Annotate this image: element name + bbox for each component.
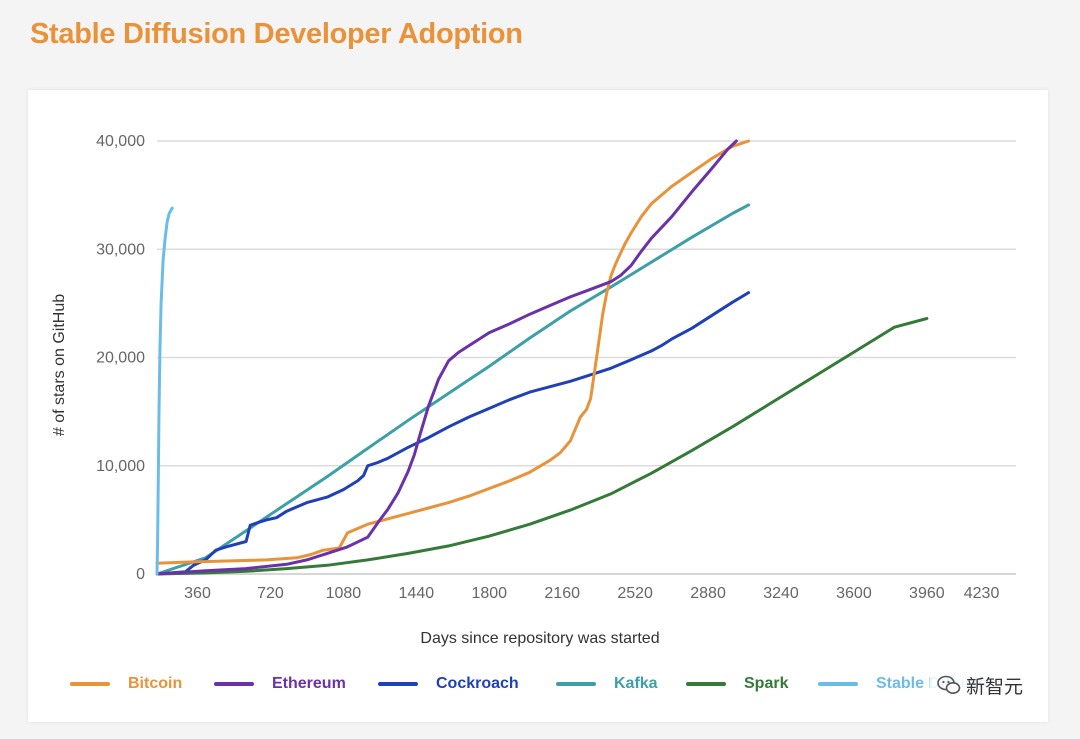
x-axis-label: Days since repository was started [420, 630, 659, 647]
series-line-cockroach [155, 291, 751, 576]
legend-swatch [818, 682, 858, 686]
legend-label: Cockroach [436, 675, 519, 692]
x-tick-label: 1440 [399, 585, 435, 602]
legend-swatch [556, 682, 596, 686]
legend-swatch [378, 682, 418, 686]
y-tick-label: 40,000 [96, 133, 145, 150]
watermark-text: 新智元 [966, 675, 1024, 698]
legend: Bitcoin Ethereum Cockroach Kafka Spark S… [28, 672, 1048, 698]
wechat-icon [937, 675, 961, 694]
x-tick-label: 1080 [326, 585, 362, 602]
x-tick-label: 1800 [471, 585, 507, 602]
x-tick-label: 360 [184, 585, 211, 602]
legend-label: Kafka [614, 675, 658, 692]
x-tick-label: 2520 [617, 585, 653, 602]
x-tick-label: 3600 [836, 585, 872, 602]
x-axis-ticks: 360 720 1080 1440 1800 2160 2520 2880 3240 3600 39… [184, 585, 999, 602]
y-axis-label: # of stars on GitHub [51, 294, 68, 436]
legend-item-cockroach[interactable]: Cockroach [378, 672, 519, 696]
y-axis-ticks: 0 10,000 20,000 30,000 40,000 [96, 133, 145, 583]
x-tick-label: 4230 [964, 585, 1000, 602]
watermark: 新智元 [930, 668, 1030, 702]
legend-item-bitcoin[interactable]: Bitcoin [70, 672, 182, 696]
x-tick-label: 2160 [544, 585, 580, 602]
legend-swatch [214, 682, 254, 686]
gridlines [157, 140, 1016, 575]
series-lines [155, 139, 929, 576]
legend-item-kafka[interactable]: Kafka [556, 672, 658, 696]
legend-label: Bitcoin [128, 675, 183, 692]
x-tick-label: 720 [257, 585, 284, 602]
chart-card [28, 90, 1048, 722]
y-tick-label: 10,000 [96, 458, 145, 475]
chart-title: Stable Diffusion Developer Adoption [30, 18, 523, 50]
legend-item-spark[interactable]: Spark [686, 672, 788, 696]
series-line-kafka [155, 203, 751, 576]
y-tick-label: 30,000 [96, 241, 145, 258]
x-tick-label: 3960 [909, 585, 945, 602]
legend-swatch [70, 682, 110, 686]
legend-label: Spark [744, 675, 789, 692]
legend-label: Ethereum [272, 675, 346, 692]
series-line-spark [155, 317, 929, 576]
x-tick-label: 2880 [690, 585, 726, 602]
legend-swatch [686, 682, 726, 686]
series-line-stable-diffusion [155, 206, 174, 576]
x-tick-label: 3240 [763, 585, 799, 602]
series-line-ethereum [155, 139, 738, 576]
series-line-bitcoin [155, 139, 751, 565]
legend-item-ethereum[interactable]: Ethereum [214, 672, 346, 696]
y-tick-label: 20,000 [96, 350, 145, 367]
y-tick-label: 0 [136, 566, 145, 583]
